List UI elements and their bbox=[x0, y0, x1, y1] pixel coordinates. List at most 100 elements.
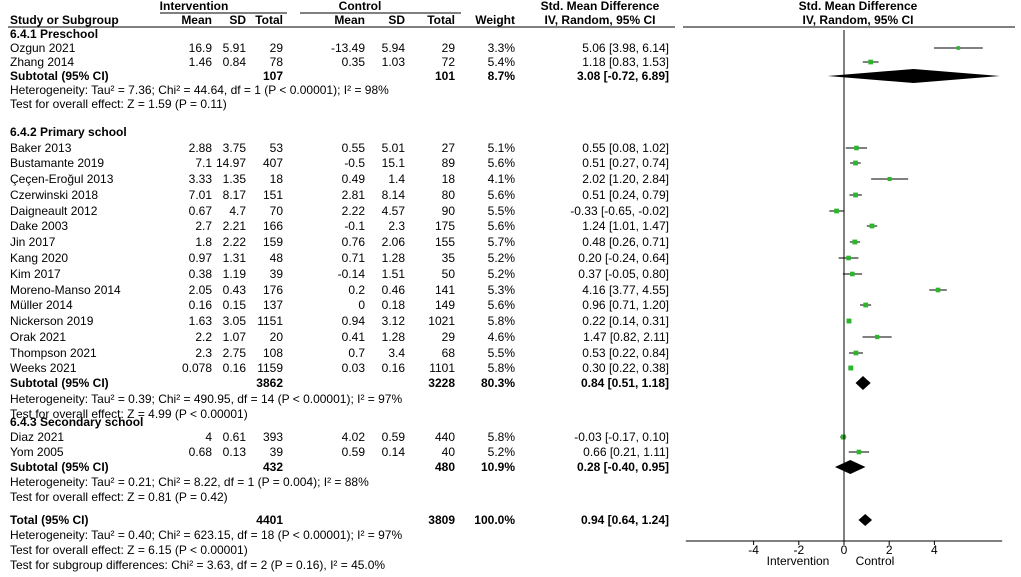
subtotal-control-total: 3228 bbox=[428, 376, 455, 390]
intervention-sd: 14.97 bbox=[216, 156, 246, 170]
intervention-sd: 2.75 bbox=[223, 346, 247, 360]
study-smd-ci: 0.55 [0.08, 1.02] bbox=[582, 141, 669, 155]
study-weight: 5.8% bbox=[488, 430, 516, 444]
control-total: 40 bbox=[442, 445, 456, 459]
study-name: Weeks 2021 bbox=[10, 361, 77, 375]
intervention-sd: 3.75 bbox=[223, 141, 247, 155]
study-name: Müller 2014 bbox=[10, 298, 73, 312]
control-mean: 2.81 bbox=[342, 188, 366, 202]
subtotal-row: Subtotal (95% CI) 432 480 10.9% 0.28 [-0.40,… bbox=[10, 460, 669, 474]
intervention-total: 78 bbox=[270, 55, 284, 69]
study-name: Diaz 2021 bbox=[10, 430, 64, 444]
intervention-sd: 2.21 bbox=[223, 219, 247, 233]
table-header: Intervention Control Std. Mean Differenc… bbox=[8, 0, 1015, 28]
control-sd: 1.4 bbox=[388, 172, 405, 186]
control-mean: 0.55 bbox=[342, 141, 366, 155]
study-smd-ci: 5.06 [3.98, 6.14] bbox=[582, 41, 669, 55]
effect-square bbox=[935, 287, 941, 293]
total-weight: 100.0% bbox=[474, 513, 515, 527]
group-title: 6.4.3 Secondary school bbox=[10, 415, 143, 429]
overall-effect-text: Test for overall effect: Z = 0.81 (P = 0… bbox=[10, 490, 228, 504]
study-weight: 5.2% bbox=[488, 251, 516, 265]
control-sd: 0.46 bbox=[382, 283, 406, 297]
intervention-sd: 1.19 bbox=[223, 267, 247, 281]
study-name: Kang 2020 bbox=[10, 251, 68, 265]
table-row: Moreno-Manso 2014 2.05 0.43 176 0.2 0.46 141 5.… bbox=[10, 283, 669, 297]
table-row: Yom 2005 0.68 0.13 39 0.59 0.14 40 5.2% 0.66 [0.… bbox=[10, 445, 669, 459]
intervention-mean: 4 bbox=[205, 430, 212, 444]
control-total: 72 bbox=[442, 55, 456, 69]
table-row: Bustamante 2019 7.1 14.97 407 -0.5 15.1 89 5.6%… bbox=[10, 156, 669, 170]
intervention-mean: 0.078 bbox=[182, 361, 212, 375]
subtotal-weight: 10.9% bbox=[481, 460, 515, 474]
subtotal-diamond bbox=[827, 69, 1000, 83]
control-total: 155 bbox=[435, 235, 455, 249]
control-mean: -0.5 bbox=[344, 156, 365, 170]
intervention-total: 159 bbox=[263, 235, 283, 249]
intervention-mean: 2.3 bbox=[195, 346, 212, 360]
table-row: Czerwinski 2018 7.01 8.17 151 2.81 8.14 80 5.6%… bbox=[10, 188, 669, 202]
intervention-mean: 0.68 bbox=[189, 445, 213, 459]
control-mean: 0.7 bbox=[348, 346, 365, 360]
plot-model: IV, Random, 95% CI bbox=[803, 13, 914, 27]
control-sd: 2.3 bbox=[388, 219, 405, 233]
overall-effect-text: Test for overall effect: Z = 1.59 (P = 0… bbox=[10, 97, 227, 111]
intervention-total: 151 bbox=[263, 188, 283, 202]
control-mean: 0.71 bbox=[342, 251, 366, 265]
effect-square bbox=[840, 434, 846, 440]
effect-square bbox=[853, 192, 858, 198]
table-row: Kim 2017 0.38 1.19 39 -0.14 1.51 50 5.2% 0.37 [-… bbox=[10, 267, 669, 281]
control-sd: 0.16 bbox=[382, 361, 406, 375]
table-row: Diaz 2021 4 0.61 393 4.02 0.59 440 5.8% -0.03 [-… bbox=[10, 430, 669, 444]
intervention-total: 39 bbox=[270, 445, 284, 459]
control-total: 141 bbox=[435, 283, 455, 297]
intervention-total: 393 bbox=[263, 430, 283, 444]
study-name: Jin 2017 bbox=[10, 235, 56, 249]
intervention-mean: 7.01 bbox=[189, 188, 213, 202]
subtotal-intervention-total: 107 bbox=[263, 69, 283, 83]
x-tick-label: -2 bbox=[793, 543, 804, 557]
intervention-sd: 3.05 bbox=[223, 314, 247, 328]
control-total: 29 bbox=[442, 41, 456, 55]
study-weight: 5.2% bbox=[488, 267, 516, 281]
subtotal-label: Subtotal (95% CI) bbox=[10, 460, 109, 474]
control-mean: 0.59 bbox=[342, 445, 366, 459]
control-mean: -0.1 bbox=[344, 219, 365, 233]
study-smd-ci: 0.37 [-0.05, 0.80] bbox=[578, 267, 669, 281]
study-weight: 4.1% bbox=[488, 172, 516, 186]
intervention-total: 39 bbox=[270, 267, 284, 281]
control-sd: 8.14 bbox=[382, 188, 406, 202]
total-intervention-total: 4401 bbox=[256, 513, 283, 527]
subgroup-differences-text: Test for subgroup differences: Chi² = 3.… bbox=[10, 558, 385, 572]
study-name: Zhang 2014 bbox=[10, 55, 74, 69]
study-weight: 5.8% bbox=[488, 361, 516, 375]
control-total: 175 bbox=[435, 219, 455, 233]
table-row: Çeçen-Eroğul 2013 3.33 1.35 18 0.49 1.4 18 4.1%… bbox=[10, 172, 669, 186]
total-label: Total (95% CI) bbox=[10, 513, 88, 527]
header-control: Control bbox=[339, 0, 382, 13]
control-total: 35 bbox=[442, 251, 456, 265]
intervention-sd: 1.07 bbox=[223, 330, 247, 344]
intervention-mean: 16.9 bbox=[189, 41, 213, 55]
study-name: Daigneault 2012 bbox=[10, 204, 98, 218]
subtotal-smd-ci: 0.28 [-0.40, 0.95] bbox=[577, 460, 669, 474]
effect-square bbox=[846, 318, 852, 324]
intervention-mean: 0.67 bbox=[189, 204, 213, 218]
subtotal-diamond bbox=[834, 460, 866, 474]
table-row: Dake 2003 2.7 2.21 166 -0.1 2.3 175 5.6% 1.24 [1… bbox=[10, 219, 669, 233]
intervention-sd: 2.22 bbox=[223, 235, 247, 249]
control-mean: -0.14 bbox=[338, 267, 366, 281]
plot-marks bbox=[827, 30, 1000, 541]
header-i-total: Total bbox=[255, 13, 283, 27]
control-sd: 0.59 bbox=[382, 430, 406, 444]
study-name: Çeçen-Eroğul 2013 bbox=[10, 172, 114, 186]
intervention-total: 407 bbox=[263, 156, 283, 170]
control-total: 80 bbox=[442, 188, 456, 202]
control-sd: 1.03 bbox=[382, 55, 406, 69]
intervention-sd: 0.16 bbox=[223, 361, 247, 375]
study-weight: 5.5% bbox=[488, 204, 516, 218]
table-row: Kang 2020 0.97 1.31 48 0.71 1.28 35 5.2% 0.20 [-… bbox=[10, 251, 669, 265]
study-smd-ci: 1.47 [0.82, 2.11] bbox=[583, 330, 669, 344]
study-name: Yom 2005 bbox=[10, 445, 64, 459]
overall-effect-text: Test for overall effect: Z = 4.99 (P < 0… bbox=[10, 407, 248, 421]
